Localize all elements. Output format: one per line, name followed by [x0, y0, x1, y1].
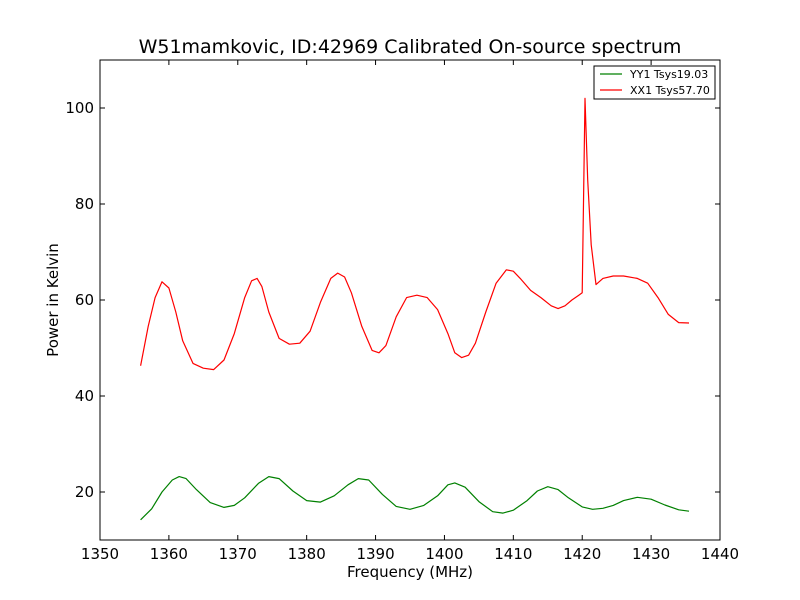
y-tick-label-20: 20 — [75, 483, 94, 501]
legend-box — [593, 65, 716, 100]
x-tick-label-1430: 1430 — [632, 545, 670, 563]
y-tick-label-100: 100 — [65, 99, 94, 117]
series-line-yy1 — [140, 476, 690, 521]
series-line-xx1 — [140, 97, 690, 371]
x-tick-label-1400: 1400 — [425, 545, 463, 563]
x-tick-label-1370: 1370 — [219, 545, 257, 563]
ticks-layer: 1350 1360 1370 1380 1390 1400 1410 1420 1430 1440… — [65, 60, 739, 563]
x-tick-label-1440: 1440 — [701, 545, 739, 563]
x-tick-label-1350: 1350 — [81, 545, 119, 563]
x-tick-label-1390: 1390 — [356, 545, 394, 563]
y-tick-label-80: 80 — [75, 195, 94, 213]
x-tick-label-1420: 1420 — [563, 545, 601, 563]
y-tick-label-60: 60 — [75, 291, 94, 309]
x-tick-label-1380: 1380 — [288, 545, 326, 563]
x-axis-label: Frequency (MHz) — [347, 563, 473, 581]
series-layer — [140, 97, 690, 521]
y-axis-label: Power in Kelvin — [44, 243, 62, 357]
legend: YY1 Tsys19.03 XX1 Tsys57.70 — [593, 65, 716, 100]
y-tick-label-40: 40 — [75, 387, 94, 405]
legend-label-xx1: XX1 Tsys57.70 — [630, 84, 710, 97]
chart-title: W51mamkovic, ID:42969 Calibrated On-sour… — [139, 36, 682, 58]
legend-label-yy1: YY1 Tsys19.03 — [629, 68, 708, 81]
x-tick-label-1410: 1410 — [494, 545, 532, 563]
x-tick-label-1360: 1360 — [150, 545, 188, 563]
